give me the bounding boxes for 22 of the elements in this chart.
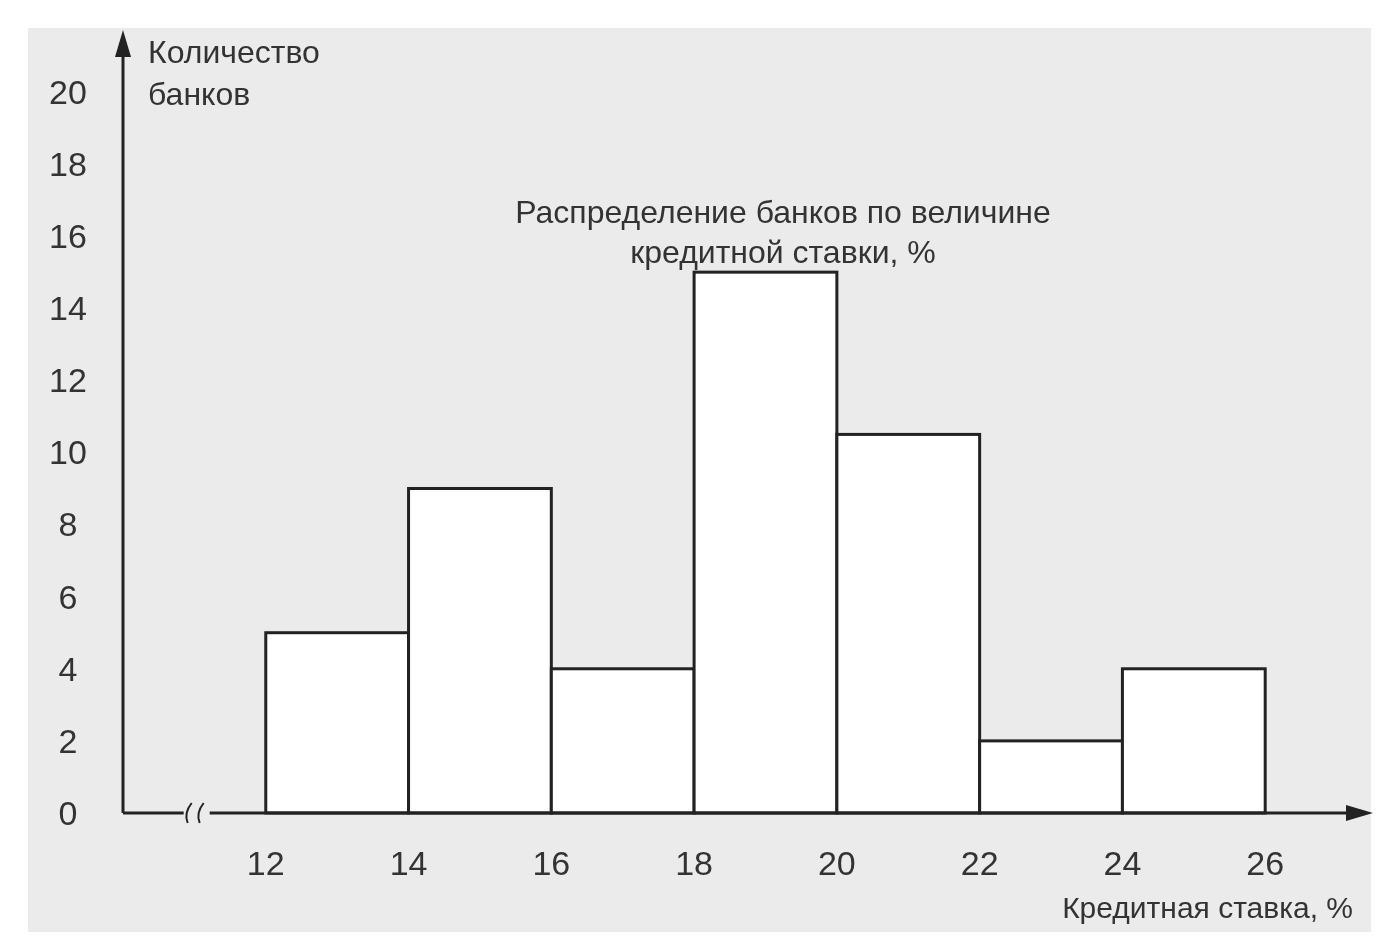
y-tick-label: 12 bbox=[49, 361, 87, 400]
x-tick-label: 16 bbox=[532, 843, 571, 882]
x-tick-label: 12 bbox=[246, 843, 285, 882]
y-tick-label: 2 bbox=[58, 721, 78, 760]
y-tick-label: 10 bbox=[49, 433, 87, 472]
x-axis-title: Кредитная ставка, % bbox=[1062, 891, 1353, 924]
y-tick-label: 4 bbox=[58, 649, 78, 688]
x-tick-label: 14 bbox=[389, 843, 428, 882]
y-tick-label: 20 bbox=[49, 72, 87, 111]
x-tick-label: 24 bbox=[1103, 843, 1142, 882]
text: Распределение банков по величине кредитной ставки, % bbox=[515, 194, 1051, 270]
y-tick-label: 0 bbox=[58, 793, 78, 832]
y-tick-label: 14 bbox=[49, 289, 87, 328]
x-tick-label: 20 bbox=[817, 843, 856, 882]
y-tick-label: 6 bbox=[58, 577, 78, 616]
y-tick-label: 18 bbox=[49, 144, 87, 183]
y-tick-label: 16 bbox=[49, 217, 87, 255]
x-tick-label: 26 bbox=[1246, 843, 1285, 882]
x-tick-label: 22 bbox=[960, 843, 999, 882]
y-axis-title: Количество банков bbox=[148, 34, 320, 112]
y-tick-label: 8 bbox=[58, 505, 78, 544]
x-tick-label: 18 bbox=[675, 843, 714, 882]
